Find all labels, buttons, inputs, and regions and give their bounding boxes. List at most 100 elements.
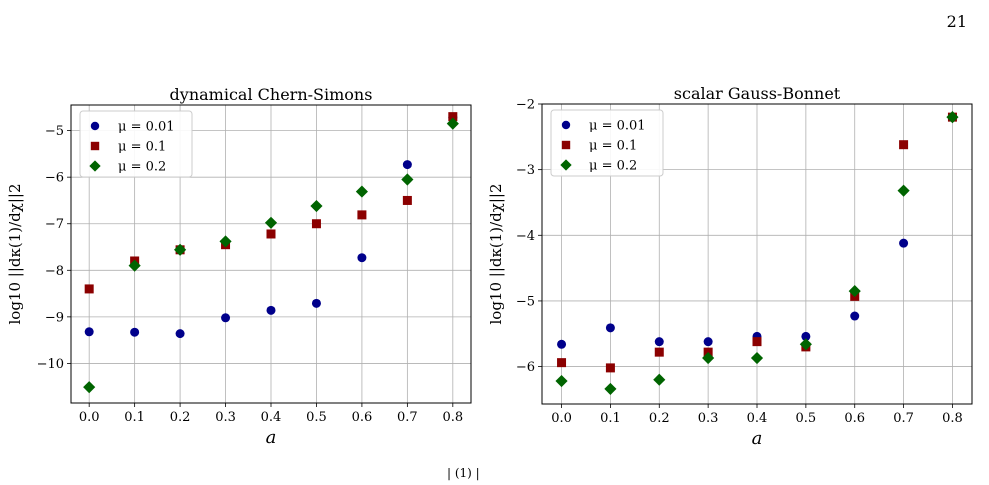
point-series1-0 — [84, 284, 94, 294]
legend-marker-0 — [90, 121, 100, 131]
legend: μ = 0.01 μ = 0.1 μ = 0.2 — [550, 109, 664, 177]
legend-box — [79, 110, 193, 178]
y-axis-label: log10 ||dκ(1)/dχ||2 — [6, 183, 24, 324]
point-series0-6 — [357, 253, 367, 263]
point-series2-5 — [310, 199, 323, 213]
x-tick-label-4: 0.4 — [261, 410, 282, 425]
x-tick-label-2: 0.2 — [649, 411, 670, 426]
point-series0-6 — [850, 311, 860, 321]
point-series0-7 — [899, 238, 909, 248]
point-series1-1 — [605, 363, 615, 373]
point-series0-0 — [84, 327, 94, 337]
point-series1-6 — [357, 210, 367, 220]
point-series2-2 — [174, 243, 187, 256]
y-tick-label-0: −6 — [516, 360, 535, 375]
point-series0-3 — [221, 313, 231, 323]
legend-label-1: μ = 0.1 — [118, 140, 166, 155]
point-series0-1 — [605, 323, 615, 333]
legend-marker-2 — [89, 160, 101, 172]
point-series0-4 — [266, 305, 276, 315]
point-series2-0 — [555, 374, 568, 388]
point-series1-7 — [402, 195, 412, 205]
x-tick-label-3: 0.3 — [215, 410, 236, 425]
x-tick-label-0: 0.0 — [79, 410, 100, 425]
legend-label-2: μ = 0.2 — [589, 159, 637, 174]
x-tick-label-7: 0.7 — [397, 410, 418, 425]
legend-marker-0 — [561, 120, 571, 130]
x-tick-label-7: 0.7 — [893, 411, 914, 426]
legend-marker-2 — [560, 159, 572, 171]
point-series0-5 — [801, 331, 811, 341]
y-tick-label-1: −5 — [516, 294, 535, 309]
legend-box — [550, 109, 664, 177]
point-series2-6 — [848, 285, 861, 298]
legend-label-0: μ = 0.01 — [589, 119, 646, 134]
legend: μ = 0.01 μ = 0.1 μ = 0.2 — [79, 110, 193, 178]
y-tick-label-4: −6 — [45, 171, 64, 186]
x-axis-label: a — [266, 427, 277, 448]
point-series2-3 — [219, 235, 232, 248]
point-series0-0 — [557, 339, 567, 349]
x-tick-label-1: 0.1 — [124, 410, 145, 425]
legend-label-1: μ = 0.1 — [589, 139, 637, 154]
y-tick-label-3: −3 — [516, 163, 535, 178]
y-tick-label-1: −9 — [45, 310, 64, 325]
point-series1-5 — [311, 219, 321, 229]
point-series2-6 — [355, 185, 368, 198]
point-series2-1 — [604, 382, 617, 395]
data-points — [555, 111, 959, 395]
point-series2-2 — [653, 373, 666, 386]
x-tick-label-6: 0.6 — [352, 410, 373, 425]
point-series0-1 — [130, 327, 140, 337]
chart-title: dynamical Chern-Simons — [170, 85, 373, 104]
x-tick-label-6: 0.6 — [844, 411, 865, 426]
point-series2-1 — [128, 259, 141, 272]
legend-marker-1 — [90, 141, 100, 151]
y-tick-label-0: −10 — [37, 357, 64, 372]
gauss-bonnet-chart: 0.0 0.1 0.2 0.3 0.4 0.5 0.6 0.7 0.8 −6 −5 −4 −3 −2 sca… — [487, 84, 973, 449]
y-axis-label: log10 ||dκ(1)/dχ||2 — [487, 183, 505, 324]
y-tick-label-3: −7 — [45, 217, 64, 232]
point-series2-4 — [264, 216, 278, 229]
plot-frame — [541, 103, 973, 405]
point-series1-2 — [654, 347, 664, 357]
legend-marker-1 — [561, 140, 571, 150]
y-tick-label-5: −5 — [45, 124, 64, 139]
y-tick-label-4: −2 — [516, 98, 535, 113]
x-tick-label-0: 0.0 — [551, 411, 572, 426]
point-series1-4 — [752, 337, 762, 347]
x-tick-label-5: 0.5 — [306, 410, 327, 425]
page-number: 21 — [946, 12, 967, 31]
point-series0-3 — [703, 337, 713, 347]
point-series1-4 — [266, 229, 276, 239]
chern-simons-chart: 0.0 0.1 0.2 0.3 0.4 0.5 0.6 0.7 0.8 −10 −9 −8 −7 −6 −5… — [6, 85, 472, 448]
plot-frame — [70, 104, 472, 404]
point-series2-5 — [799, 338, 812, 351]
x-tick-label-5: 0.5 — [796, 411, 817, 426]
point-series0-2 — [654, 337, 664, 347]
x-tick-label-4: 0.4 — [747, 411, 768, 426]
legend-label-0: μ = 0.01 — [118, 120, 175, 135]
point-series1-7 — [899, 140, 909, 150]
point-series0-7 — [402, 160, 412, 170]
caption-fragment: | (1) | — [447, 466, 480, 480]
point-series2-4 — [750, 351, 764, 365]
point-series0-5 — [311, 298, 321, 308]
point-series1-8 — [448, 112, 458, 122]
point-series2-0 — [83, 381, 96, 394]
y-tick-label-2: −8 — [45, 264, 64, 279]
x-tick-label-8: 0.8 — [942, 411, 963, 426]
x-tick-label-2: 0.2 — [170, 410, 191, 425]
x-axis-label: a — [752, 428, 763, 449]
y-tick-label-2: −4 — [516, 229, 535, 244]
chart-title: scalar Gauss-Bonnet — [674, 84, 841, 103]
point-series2-7 — [401, 173, 414, 186]
x-tick-label-1: 0.1 — [600, 411, 621, 426]
point-series1-0 — [557, 358, 567, 368]
x-tick-label-8: 0.8 — [442, 410, 463, 425]
point-series0-2 — [175, 329, 185, 339]
legend-label-2: μ = 0.2 — [118, 160, 166, 175]
point-series2-8 — [446, 117, 459, 130]
x-tick-label-3: 0.3 — [698, 411, 719, 426]
point-series2-7 — [897, 184, 910, 197]
